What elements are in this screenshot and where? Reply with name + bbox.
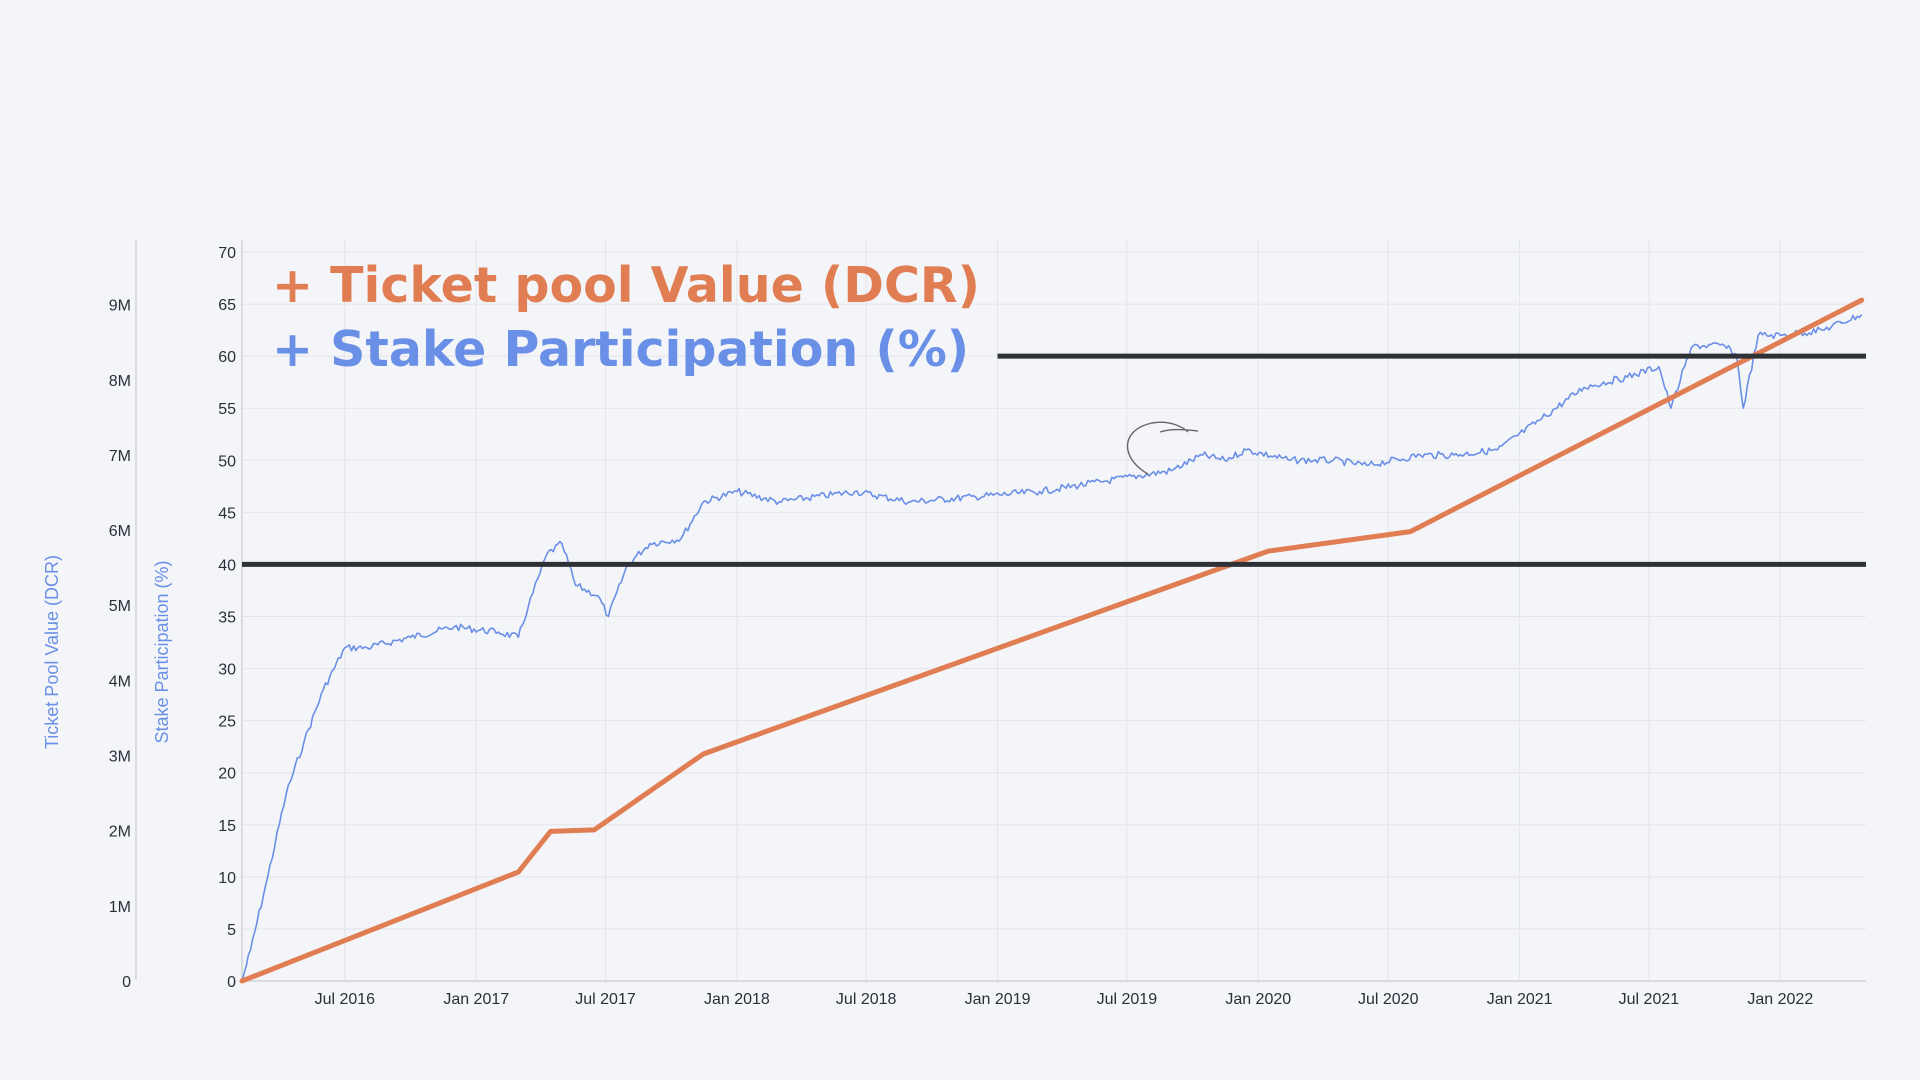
x-tick-label: Jan 2018 (704, 991, 770, 1008)
stake-tick-label: 30 (218, 662, 236, 679)
stake-tick-label: 55 (218, 401, 236, 418)
ticket-pool-tick-label: 1M (109, 899, 131, 916)
series-line-ticket-pool (239, 297, 1865, 984)
ticket-pool-tick-label: 0 (122, 974, 131, 991)
ticket-pool-tick-label: 5M (109, 598, 131, 615)
horizontal-gridlines (242, 251, 1866, 930)
ticket-pool-axis-ticks: 0 1M 2M 3M 4M 5M 6M 7M 8M 9M (109, 298, 131, 991)
x-axis-ticks: Jul 2016 Jan 2017 Jul 2017 Jan 2018 Jul 2018… (315, 991, 1814, 1008)
x-tick-label: Jan 2021 (1487, 991, 1553, 1008)
stake-axis-ticks: 0 5 10 15 20 25 30 35 40 45 50 55 60 65 70 (218, 245, 236, 991)
x-tick-label: Jul 2019 (1097, 991, 1158, 1008)
series-line-stake (241, 314, 1863, 982)
stake-tick-label: 40 (218, 557, 236, 574)
stake-tick-label: 15 (218, 818, 236, 835)
stake-tick-label: 5 (227, 922, 236, 939)
stake-tick-label: 45 (218, 505, 236, 522)
ticket-pool-axis-title: Ticket Pool Value (DCR) (42, 555, 62, 749)
stake-axis-title: Stake Participation (%) (152, 560, 172, 743)
annotation-scribble (1126, 421, 1199, 475)
x-tick-label: Jul 2018 (836, 991, 897, 1008)
legend-stake-participation: + Stake Participation (%) (272, 321, 969, 378)
x-tick-label: Jan 2019 (965, 991, 1031, 1008)
x-tick-label: Jan 2020 (1225, 991, 1291, 1008)
stake-tick-label: 0 (227, 974, 236, 991)
x-tick-label: Jul 2020 (1358, 991, 1419, 1008)
reference-lines (242, 353, 1866, 567)
x-tick-label: Jul 2016 (315, 991, 376, 1008)
vertical-gridlines (344, 240, 1781, 981)
legend: + Ticket pool Value (DCR) + Stake Partic… (272, 257, 980, 378)
ticket-pool-tick-label: 4M (109, 673, 131, 690)
x-tick-label: Jan 2017 (443, 991, 509, 1008)
ticket-pool-tick-label: 8M (109, 373, 131, 390)
stake-tick-label: 60 (218, 349, 236, 366)
stake-tick-label: 70 (218, 245, 236, 262)
stake-tick-label: 10 (218, 870, 236, 887)
ticket-pool-tick-label: 9M (109, 298, 131, 315)
x-tick-label: Jul 2017 (575, 991, 636, 1008)
stake-tick-label: 50 (218, 453, 236, 470)
stake-tick-label: 25 (218, 714, 236, 731)
stake-tick-label: 35 (218, 610, 236, 627)
ticket-pool-tick-label: 2M (109, 824, 131, 841)
x-tick-label: Jan 2022 (1747, 991, 1813, 1008)
x-tick-label: Jul 2021 (1619, 991, 1680, 1008)
ticket-pool-tick-label: 3M (109, 749, 131, 766)
ticket-pool-tick-label: 6M (109, 523, 131, 540)
legend-ticket-pool: + Ticket pool Value (DCR) (272, 257, 980, 314)
stake-tick-label: 65 (218, 297, 236, 314)
stake-tick-label: 20 (218, 766, 236, 783)
ticket-pool-tick-label: 7M (109, 448, 131, 465)
